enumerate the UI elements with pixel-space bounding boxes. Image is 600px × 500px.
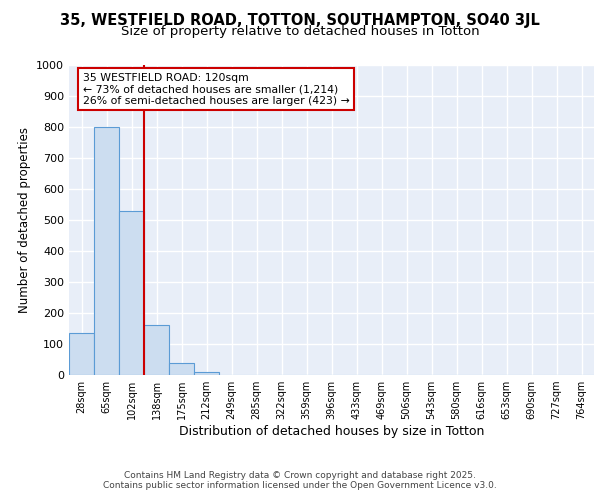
Bar	[194, 372, 219, 375]
Text: 35 WESTFIELD ROAD: 120sqm
← 73% of detached houses are smaller (1,214)
26% of se: 35 WESTFIELD ROAD: 120sqm ← 73% of detac…	[83, 72, 349, 106]
Bar	[94, 127, 119, 375]
Bar	[119, 210, 144, 375]
Bar	[69, 333, 94, 375]
Text: Size of property relative to detached houses in Totton: Size of property relative to detached ho…	[121, 25, 479, 38]
X-axis label: Distribution of detached houses by size in Totton: Distribution of detached houses by size …	[179, 425, 484, 438]
Text: 35, WESTFIELD ROAD, TOTTON, SOUTHAMPTON, SO40 3JL: 35, WESTFIELD ROAD, TOTTON, SOUTHAMPTON,…	[60, 12, 540, 28]
Bar	[144, 326, 169, 375]
Y-axis label: Number of detached properties: Number of detached properties	[17, 127, 31, 313]
Text: Contains HM Land Registry data © Crown copyright and database right 2025.
Contai: Contains HM Land Registry data © Crown c…	[103, 470, 497, 490]
Bar	[169, 363, 194, 375]
